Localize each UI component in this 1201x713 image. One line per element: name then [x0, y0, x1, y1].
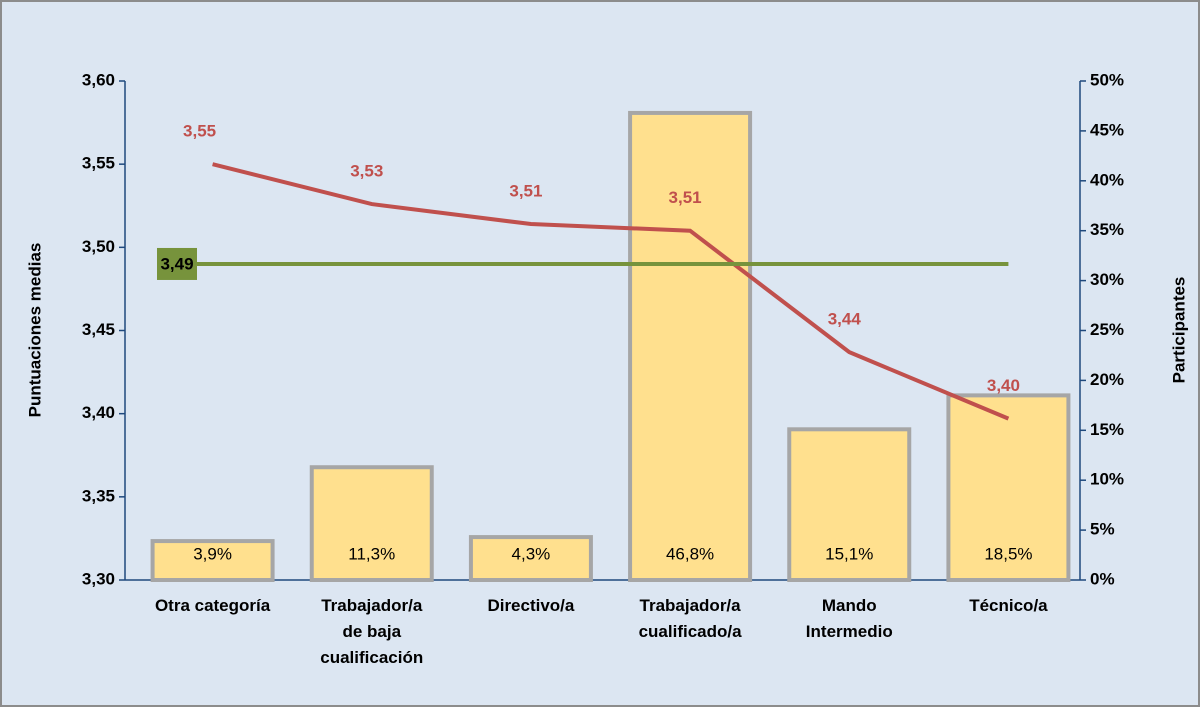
y-tick-label: 3,50	[82, 237, 115, 256]
y-tick-label: 3,45	[82, 320, 115, 339]
x-tick-label: Directivo/a	[487, 596, 574, 615]
y2-tick-label: 45%	[1090, 120, 1124, 139]
bar-value-label: 15,1%	[825, 544, 873, 563]
x-tick-label: Mando Intermedio	[806, 596, 893, 641]
y2-tick-label: 25%	[1090, 320, 1124, 339]
bar	[628, 110, 753, 582]
x-tick-line: cualificación	[320, 648, 423, 667]
x-tick-line: Trabajador/a	[640, 596, 742, 615]
y2-tick-label: 40%	[1090, 170, 1124, 189]
y-tick-label: 3,35	[82, 486, 115, 505]
y2-tick-label: 10%	[1090, 470, 1124, 489]
bar	[309, 465, 434, 583]
line-value-label: 3,51	[509, 182, 542, 201]
x-tick-label: Trabajador/a cualificado/a	[639, 596, 743, 641]
line	[212, 162, 1010, 421]
bar-value-label: 4,3%	[512, 544, 551, 563]
bar-value-label: 3,9%	[193, 544, 232, 563]
y2-axis-title: Participantes	[1169, 277, 1188, 384]
reference-label-box	[157, 247, 197, 280]
bar-value-label: 11,3%	[348, 544, 395, 563]
y2-tick-label: 30%	[1090, 270, 1124, 289]
x-tick-line: Intermedio	[806, 622, 893, 641]
x-tick-line: de baja	[342, 622, 401, 641]
reference-label: 3,49	[160, 254, 193, 273]
line-value-label: 3,51	[669, 188, 702, 207]
y2-tick-label: 5%	[1090, 520, 1115, 539]
y-tick-label: 3,55	[82, 154, 115, 173]
bar	[468, 535, 593, 582]
line-value-label: 3,44	[828, 310, 862, 329]
y2-tick-label: 35%	[1090, 220, 1124, 239]
y-tick-label: 3,60	[82, 70, 115, 89]
x-tick-label: Técnico/a	[969, 596, 1048, 615]
bar	[150, 539, 275, 583]
x-tick-line: Otra categoría	[155, 596, 271, 615]
x-tick-line: cualificado/a	[639, 622, 743, 641]
y-tick-label: 3,30	[82, 569, 115, 588]
bar	[787, 427, 912, 582]
x-tick-line: Técnico/a	[969, 596, 1048, 615]
line-value-label: 3,53	[350, 162, 383, 181]
x-tick-line: Trabajador/a	[321, 596, 423, 615]
x-tick-line: Directivo/a	[487, 596, 574, 615]
y2-tick-label: 15%	[1090, 420, 1124, 439]
y2-tick-label: 50%	[1090, 70, 1124, 89]
line-value-label: 3,55	[183, 122, 216, 141]
x-tick-line: Mando	[822, 596, 877, 615]
bar	[946, 393, 1071, 582]
bar-value-label: 46,8%	[666, 544, 714, 563]
line-value-label: 3,40	[987, 376, 1020, 395]
bar-value-label: 18,5%	[984, 544, 1032, 563]
x-tick-label: Trabajador/a de baja cualificación	[320, 596, 423, 667]
y2-tick-label: 0%	[1090, 569, 1115, 588]
y2-tick-label: 20%	[1090, 370, 1124, 389]
y-tick-label: 3,40	[82, 403, 115, 422]
x-tick-label: Otra categoría	[155, 596, 271, 615]
y-axis-title: Puntuaciones medias	[25, 243, 44, 418]
